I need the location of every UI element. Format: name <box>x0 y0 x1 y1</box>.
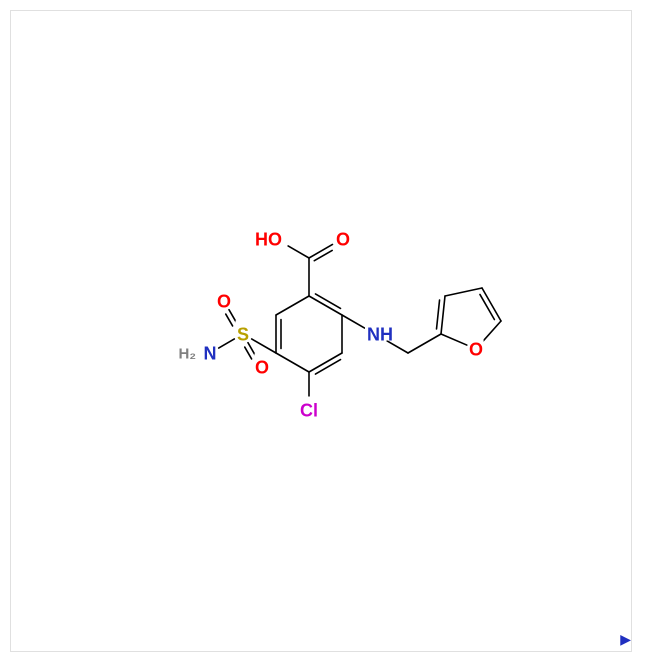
atom-label: H₂ <box>179 345 197 362</box>
atom-label: S <box>237 324 249 344</box>
atom-label: N <box>204 343 217 363</box>
atom-label: O <box>336 229 350 249</box>
molecule-canvas: HOONHOClSOONH₂ <box>11 11 631 651</box>
play-icon[interactable]: ▶ <box>620 631 631 648</box>
atom-label: O <box>255 357 269 377</box>
atom-label: Cl <box>300 400 318 420</box>
atom-label: O <box>469 339 483 359</box>
atom-label: NH <box>367 324 393 344</box>
atom-label: O <box>217 291 231 311</box>
viewer-frame: HOONHOClSOONH₂ <box>10 10 632 652</box>
atom-label: HO <box>255 229 282 249</box>
